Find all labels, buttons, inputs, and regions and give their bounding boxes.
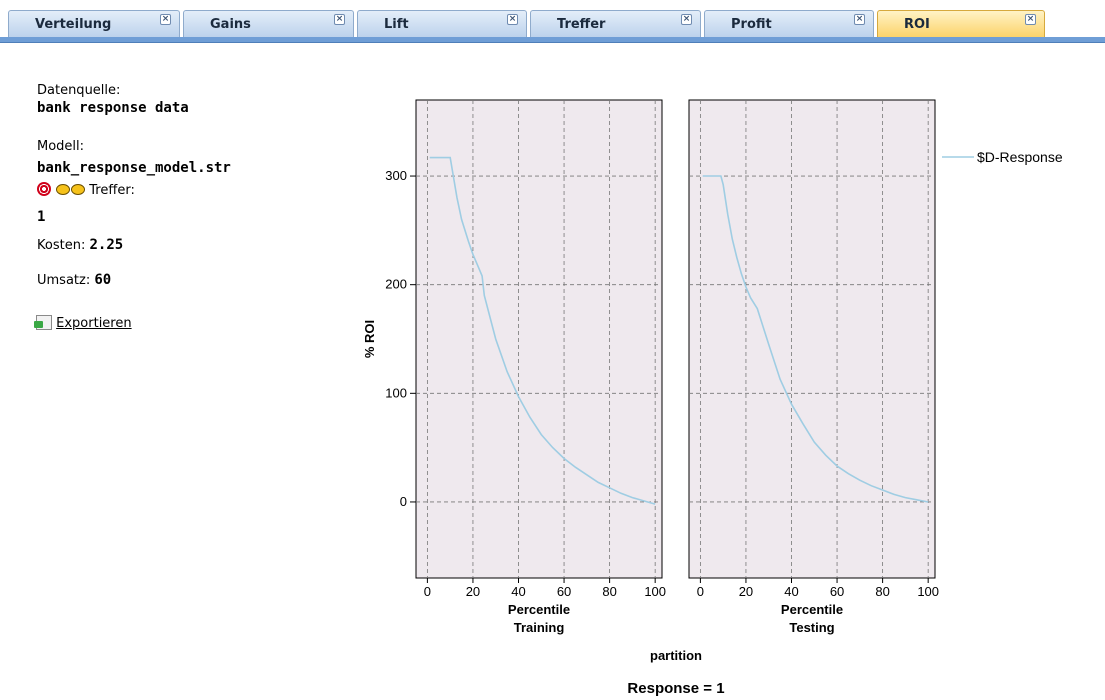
hit-row: Treffer: — [37, 182, 135, 198]
revenue-value: 60 — [94, 272, 112, 288]
tab-strip — [0, 37, 1105, 43]
tab-roi[interactable]: ROI × — [877, 10, 1045, 37]
close-icon[interactable]: × — [334, 14, 345, 25]
cost-row: Kosten: 2.25 — [37, 237, 123, 253]
hit-label: Treffer: — [89, 183, 135, 198]
tab-label: Profit — [731, 17, 772, 32]
x-axis-label: Percentile — [781, 602, 843, 617]
x-group-label: partition — [650, 648, 702, 663]
tab-label: ROI — [904, 17, 930, 32]
tab-label: Verteilung — [35, 17, 112, 32]
hit-value: 1 — [37, 209, 46, 225]
plot-area-testing — [688, 99, 936, 579]
x-axis-label: Percentile — [508, 602, 570, 617]
revenue-row: Umsatz: 60 — [37, 272, 111, 288]
model-value: bank_response_model.str — [37, 160, 231, 176]
export-icon[interactable] — [34, 314, 52, 330]
close-icon[interactable]: × — [681, 14, 692, 25]
x-tick-label: 40 — [784, 584, 798, 599]
x-tick-label: 80 — [602, 584, 616, 599]
x-tick-label: 0 — [424, 584, 431, 599]
x-tick-label: 40 — [511, 584, 525, 599]
panel-label: Training — [514, 620, 565, 635]
data-source-label: Datenquelle: — [37, 83, 121, 98]
cost-value: 2.25 — [89, 237, 124, 253]
chart-footer: Response = 1 — [627, 680, 724, 697]
x-tick-label: 0 — [697, 584, 704, 599]
x-tick-label: 80 — [875, 584, 889, 599]
series-line-training — [429, 156, 656, 505]
panel-label: Testing — [789, 620, 834, 635]
y-tick-label: 0 — [400, 494, 407, 509]
tab-bar: Verteilung × Gains × Lift × Treffer × Profit × ROI… — [0, 0, 1105, 48]
x-tick-label: 20 — [466, 584, 480, 599]
export-link[interactable]: Exportieren — [56, 316, 132, 331]
x-tick-label: 100 — [644, 584, 666, 599]
tab-profit[interactable]: Profit × — [704, 10, 874, 37]
tab-verteilung[interactable]: Verteilung × — [8, 10, 180, 37]
close-icon[interactable]: × — [854, 14, 865, 25]
close-icon[interactable]: × — [507, 14, 518, 25]
tab-lift[interactable]: Lift × — [357, 10, 527, 37]
tab-label: Treffer — [557, 17, 606, 32]
tab-gains[interactable]: Gains × — [183, 10, 354, 37]
legend-label: $D-Response — [977, 149, 1063, 165]
cost-label: Kosten: — [37, 238, 86, 253]
glasses-icon — [55, 183, 86, 195]
x-tick-label: 20 — [739, 584, 753, 599]
revenue-label: Umsatz: — [37, 273, 91, 288]
data-source-value: bank response data — [37, 100, 189, 116]
plot-area-training — [415, 99, 663, 579]
x-tick-label: 100 — [917, 584, 939, 599]
close-icon[interactable]: × — [1025, 14, 1036, 25]
model-label: Modell: — [37, 139, 85, 154]
y-axis-label: % ROI — [362, 320, 377, 358]
x-tick-label: 60 — [830, 584, 844, 599]
y-tick-label: 100 — [385, 385, 407, 400]
tab-label: Gains — [210, 17, 251, 32]
series-line-testing — [702, 175, 929, 503]
target-icon — [37, 182, 51, 196]
close-icon[interactable]: × — [160, 14, 171, 25]
export-link-row[interactable]: Exportieren — [34, 314, 132, 331]
tab-label: Lift — [384, 17, 409, 32]
y-tick-label: 200 — [385, 277, 407, 292]
tab-treffer[interactable]: Treffer × — [530, 10, 701, 37]
y-tick-label: 300 — [385, 168, 407, 183]
x-tick-label: 60 — [557, 584, 571, 599]
